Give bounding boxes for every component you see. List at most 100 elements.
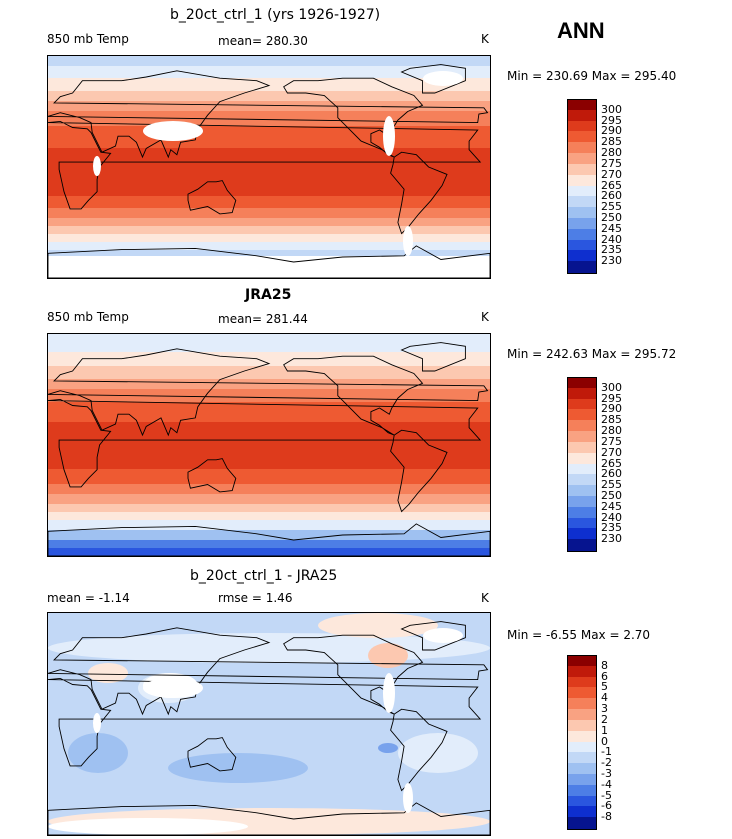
- colorbar-tick-label: 0: [601, 734, 608, 748]
- colorbar-swatch: [567, 517, 597, 529]
- panel2-variable: 850 mb Temp: [47, 310, 129, 324]
- colorbar-tick-label: 285: [601, 413, 622, 427]
- panel3-colorbar: 8 6 5 4 3 2 1 0 -1 -2 -3 -4 -5 -6 -8: [567, 655, 637, 830]
- colorbar-swatch: [567, 676, 597, 688]
- colorbar-tick-label: 295: [601, 113, 622, 127]
- colorbar-swatch: [567, 131, 597, 143]
- colorbar-swatch: [567, 698, 597, 710]
- colorbar-swatch: [567, 665, 597, 678]
- colorbar-swatch: [567, 752, 597, 764]
- colorbar-swatch: [567, 250, 597, 262]
- panel3-title: b_20ct_ctrl_1 - JRA25: [190, 568, 338, 584]
- panel1-units: K: [481, 32, 489, 46]
- panel3-mean: mean = -1.14: [47, 591, 130, 605]
- colorbar-tick-label: 265: [601, 178, 622, 192]
- colorbar-swatch: [567, 452, 597, 464]
- colorbar-tick-label: 250: [601, 210, 622, 224]
- colorbar-tick-label: 285: [601, 135, 622, 149]
- colorbar-swatch: [567, 806, 597, 818]
- colorbar-tick-label: 265: [601, 456, 622, 470]
- colorbar-tick-label: -2: [601, 756, 612, 770]
- colorbar-swatch: [567, 409, 597, 421]
- colorbar-swatch: [567, 463, 597, 475]
- colorbar-tick-label: 240: [601, 510, 622, 524]
- panel2-map: [47, 333, 491, 557]
- colorbar-swatch: [567, 185, 597, 197]
- panel1-title: b_20ct_ctrl_1 (yrs 1926-1927): [170, 7, 381, 23]
- colorbar-swatch: [567, 441, 597, 454]
- colorbar-swatch: [567, 120, 597, 132]
- colorbar-swatch: [567, 153, 597, 165]
- colorbar-tick-label: 2: [601, 712, 608, 726]
- colorbar-swatch: [567, 431, 597, 443]
- colorbar-tick-label: -8: [601, 810, 612, 824]
- colorbar-tick-label: 230: [601, 254, 622, 268]
- colorbar-tick-label: 255: [601, 478, 622, 492]
- colorbar-swatch: [567, 420, 597, 432]
- colorbar-swatch: [567, 719, 597, 732]
- panel2-units: K: [481, 310, 489, 324]
- colorbar-tick-label: 4: [601, 691, 608, 705]
- colorbar-swatch: [567, 495, 597, 508]
- model-map-field: [48, 56, 490, 278]
- colorbar-tick-label: 270: [601, 167, 622, 181]
- season-label: ANN: [557, 18, 605, 43]
- colorbar-swatch: [567, 377, 597, 390]
- panel1-colorbar: 300 295 290 285 280 275 270 265 260 255 250 245 240 2…: [567, 99, 637, 274]
- colorbar-swatch: [567, 795, 597, 807]
- panel1-mean: mean= 280.30: [218, 34, 308, 48]
- colorbar-tick-label: 260: [601, 467, 622, 481]
- colorbar-swatch: [567, 773, 597, 786]
- colorbar-swatch: [567, 217, 597, 230]
- colorbar-swatch: [567, 506, 597, 519]
- colorbar-tick-label: 245: [601, 221, 622, 235]
- colorbar-swatch: [567, 784, 597, 797]
- colorbar-tick-label: 290: [601, 124, 622, 138]
- colorbar-swatch: [567, 196, 597, 208]
- panel2-mean: mean= 281.44: [218, 312, 308, 326]
- colorbar-tick-label: 260: [601, 189, 622, 203]
- panel1-map: [47, 55, 491, 279]
- panel2-colorbar: 300 295 290 285 280 275 270 265 260 255 250 245 240 2…: [567, 377, 637, 552]
- colorbar-tick-label: -1: [601, 745, 612, 759]
- colorbar-tick-label: 295: [601, 391, 622, 405]
- colorbar-tick-label: 6: [601, 669, 608, 683]
- colorbar-swatch: [567, 398, 597, 410]
- colorbar-tick-label: 235: [601, 521, 622, 535]
- colorbar-swatch: [567, 485, 597, 497]
- colorbar-tick-label: -4: [601, 777, 612, 791]
- colorbar-tick-label: 300: [601, 102, 622, 116]
- colorbar-swatch: [567, 99, 597, 112]
- colorbar-swatch: [567, 709, 597, 721]
- colorbar-swatch: [567, 687, 597, 699]
- colorbar-tick-label: 290: [601, 402, 622, 416]
- colorbar-swatch: [567, 387, 597, 400]
- colorbar-tick-label: 300: [601, 380, 622, 394]
- colorbar-swatch: [567, 817, 597, 830]
- panel1-variable: 850 mb Temp: [47, 32, 129, 46]
- colorbar-swatch: [567, 239, 597, 251]
- colorbar-tick-label: 8: [601, 658, 608, 672]
- colorbar-swatch: [567, 109, 597, 122]
- colorbar-tick-label: -5: [601, 788, 612, 802]
- colorbar-swatch: [567, 763, 597, 775]
- colorbar-swatch: [567, 163, 597, 176]
- panel3-rmse: rmse = 1.46: [218, 591, 293, 605]
- colorbar-tick-label: 230: [601, 532, 622, 546]
- colorbar-swatch: [567, 261, 597, 274]
- panel2-title: JRA25: [245, 287, 292, 303]
- colorbar-tick-label: -3: [601, 766, 612, 780]
- obs-map-field: [48, 334, 490, 556]
- colorbar-tick-label: 255: [601, 200, 622, 214]
- colorbar-tick-label: 270: [601, 445, 622, 459]
- colorbar-tick-label: 5: [601, 680, 608, 694]
- colorbar-swatch: [567, 228, 597, 241]
- colorbar-swatch: [567, 207, 597, 219]
- panel3-minmax: Min = -6.55 Max = 2.70: [507, 628, 651, 642]
- colorbar-tick-label: 3: [601, 702, 608, 716]
- colorbar-swatch: [567, 528, 597, 540]
- colorbar-tick-label: 240: [601, 232, 622, 246]
- panel3-units: K: [481, 591, 489, 605]
- panel1-minmax: Min = 230.69 Max = 295.40: [507, 69, 677, 83]
- colorbar-tick-label: -6: [601, 799, 612, 813]
